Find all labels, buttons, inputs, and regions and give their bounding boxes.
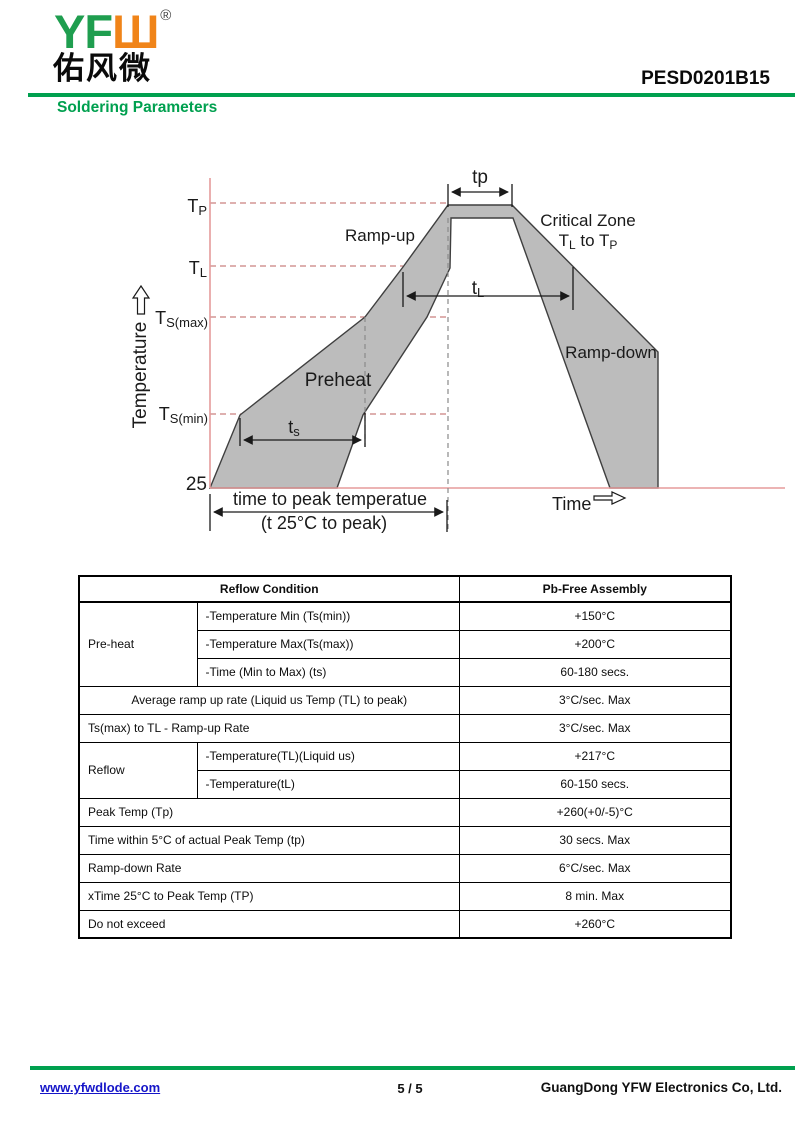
ts-arrow-label: ts (288, 417, 300, 439)
company-name: GuangDong YFW Electronics Co, Ltd. (540, 1080, 782, 1095)
col-header-reflow-condition: Reflow Condition (78, 575, 460, 603)
row-value: 6°C/sec. Max (458, 853, 732, 883)
group-reflow: Reflow (78, 741, 198, 799)
row-label: Peak Temp (Tp) (78, 797, 460, 827)
row-label: -Temperature(tL) (196, 769, 460, 799)
row-label: xTime 25°C to Peak Temp (TP) (78, 881, 460, 911)
row-value: 3°C/sec. Max (458, 713, 732, 743)
time-right-arrow-icon (593, 491, 627, 505)
row-value: 8 min. Max (458, 881, 732, 911)
table-row: Time within 5°C of actual Peak Temp (tp)… (78, 825, 732, 855)
footer-divider (30, 1066, 795, 1070)
tsmax-level-label: TS(max) (155, 308, 208, 330)
group-preheat: Pre-heat (78, 601, 198, 687)
row-label: -Time (Min to Max) (ts) (196, 657, 460, 687)
row-label: -Temperature(TL)(Liquid us) (196, 741, 460, 771)
page-number: 5 / 5 (397, 1081, 423, 1096)
page-title: Soldering Parameters (57, 99, 218, 116)
website-link[interactable]: www.yfwdlode.com (40, 1080, 161, 1095)
temperature-up-arrow-icon (131, 284, 151, 315)
row-value: 30 secs. Max (458, 825, 732, 855)
col-header-pb-free: Pb-Free Assembly (458, 575, 732, 603)
table-row: Peak Temp (Tp) +260(+0/-5)°C (78, 797, 732, 827)
table-row: Average ramp up rate (Liquid us Temp (TL… (78, 685, 732, 715)
table-row: xTime 25°C to Peak Temp (TP) 8 min. Max (78, 881, 732, 911)
row-value: 60-180 secs. (458, 657, 732, 687)
critical-zone-label-line2: TL to TP (559, 231, 618, 252)
y-axis-title: Temperature (130, 322, 151, 429)
row-label: Do not exceed (78, 909, 460, 939)
row-value: +200°C (458, 629, 732, 659)
table-row: -Temperature(tL) 60-150 secs. (79, 769, 732, 799)
row-value: +260(+0/-5)°C (458, 797, 732, 827)
logo-w-glyph: Ш (112, 5, 159, 58)
axes (209, 178, 785, 489)
preheat-label: Preheat (305, 370, 372, 391)
row-value: +217°C (458, 741, 732, 771)
zone-annotations: Ramp-up Preheat Ramp-down Critical Zone … (233, 167, 657, 533)
tl-level-label: TL (189, 258, 207, 280)
table-row: Reflow -Temperature(TL)(Liquid us) +217°… (78, 741, 732, 799)
tp-level-label: TP (187, 196, 207, 218)
ramp-up-label: Ramp-up (345, 226, 415, 245)
tl-arrow-label: tL (472, 278, 485, 300)
critical-zone-label-line1: Critical Zone (540, 211, 635, 230)
company-logo: YFШ ® (54, 5, 171, 58)
row-label: -Temperature Min (Ts(min)) (196, 601, 460, 631)
row-label: Ts(max) to TL - Ramp-up Rate (78, 713, 460, 743)
figure-labels: TP TL TS(max) TS(min) 25 Temperature Tim… (130, 196, 591, 514)
reflow-profile-figure: TP TL TS(max) TS(min) 25 Temperature Tim… (0, 140, 800, 570)
row-label: -Temperature Max(Ts(max)) (196, 629, 460, 659)
t25-to-peak-label: (t 25°C to peak) (261, 513, 387, 533)
header-divider (28, 93, 795, 97)
row-value: 60-150 secs. (458, 769, 732, 799)
ramp-down-label: Ramp-down (565, 343, 657, 362)
table-row: Ts(max) to TL - Ramp-up Rate 3°C/sec. Ma… (78, 713, 732, 743)
tsmin-level-label: TS(min) (159, 404, 208, 426)
x-axis-title: Time (552, 494, 591, 514)
part-number: PESD0201B15 (641, 68, 770, 89)
table-row: -Temperature Max(Ts(max)) +200°C (79, 629, 732, 659)
row-value: +260°C (458, 909, 732, 939)
registered-trademark-icon: ® (160, 7, 171, 24)
temp-guide-dashes (210, 202, 448, 415)
logo-yf-text: YF (54, 5, 113, 58)
row-label: Time within 5°C of actual Peak Temp (tp) (78, 825, 460, 855)
row-label: Average ramp up rate (Liquid us Temp (TL… (78, 685, 460, 715)
table-row: Ramp-down Rate 6°C/sec. Max (78, 853, 732, 883)
dimension-arrows (209, 184, 574, 532)
reflow-spec-table: Reflow Condition Pb-Free Assembly Pre-he… (78, 575, 732, 939)
tp-arrow-label: tp (472, 167, 488, 188)
table-row: Do not exceed +260°C (78, 909, 732, 939)
row-value: +150°C (458, 601, 732, 631)
table-row: -Time (Min to Max) (ts) 60-180 secs. (79, 657, 732, 687)
table-row: Pre-heat -Temperature Min (Ts(min)) +150… (78, 601, 732, 687)
origin-label: 25 (186, 474, 207, 495)
time-to-peak-label: time to peak temperatue (233, 489, 427, 509)
table-header-row: Reflow Condition Pb-Free Assembly (78, 575, 732, 603)
logo-chinese-name: 佑风微 (53, 51, 152, 86)
row-label: Ramp-down Rate (78, 853, 460, 883)
row-value: 3°C/sec. Max (458, 685, 732, 715)
